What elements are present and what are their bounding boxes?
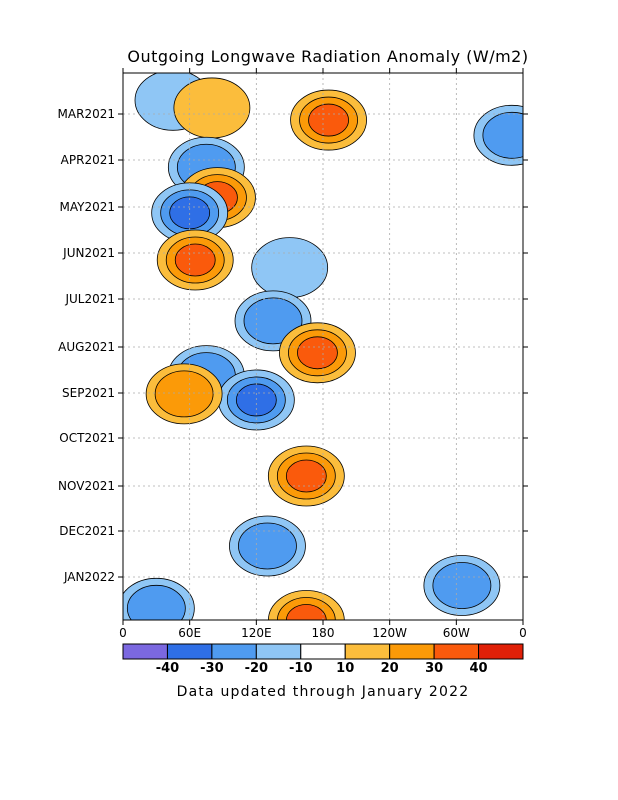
x-axis: 0 60E 120E 180 120W 60W 0 <box>119 68 527 640</box>
colorbar-swatch <box>166 643 213 660</box>
colorbar-swatch <box>300 643 346 660</box>
grid-lines <box>123 73 523 620</box>
anomaly-blob <box>123 577 195 620</box>
anomaly-blob <box>423 555 501 616</box>
colorbar-label: 20 <box>381 661 399 676</box>
anomaly-fills <box>123 73 523 620</box>
anomaly-blob <box>473 104 523 166</box>
x-tick-label: 60E <box>178 626 201 640</box>
x-tick-label: 0 <box>119 626 127 640</box>
colorbar-swatch <box>211 643 257 660</box>
y-tick-label: JUL2021 <box>64 292 115 306</box>
y-tick-label: MAR2021 <box>58 107 115 121</box>
colorbar-label: -20 <box>245 661 269 676</box>
anomaly-blob <box>151 182 229 244</box>
colorbar-swatch <box>122 643 168 660</box>
anomaly-blob <box>156 229 234 291</box>
colorbar: -40 -30 -20 -10 10 20 30 40 <box>122 643 524 676</box>
chart-title: Outgoing Longwave Radiation Anomaly (W/m… <box>127 47 529 66</box>
anomaly-blob <box>173 77 251 139</box>
colorbar-swatch <box>344 643 391 660</box>
y-tick-label: JUN2021 <box>62 246 115 260</box>
colorbar-label: 40 <box>470 661 488 676</box>
x-tick-label: 60W <box>443 626 470 640</box>
anomaly-blob <box>290 89 367 151</box>
colorbar-label: 30 <box>425 661 443 676</box>
anomaly-blob <box>145 363 223 425</box>
y-tick-label: OCT2021 <box>59 431 115 445</box>
anomaly-blob <box>229 515 306 577</box>
anomaly-blob <box>279 322 356 384</box>
anomaly-blob <box>267 445 345 507</box>
y-tick-label: MAY2021 <box>60 200 116 214</box>
colorbar-label: -40 <box>156 661 180 676</box>
colorbar-label: -30 <box>200 661 224 676</box>
y-tick-label: AUG2021 <box>58 340 115 354</box>
anomaly-blob <box>251 237 329 299</box>
colorbar-label: 10 <box>336 661 354 676</box>
x-tick-label: 120E <box>241 626 272 640</box>
y-tick-label: DEC2021 <box>59 524 115 538</box>
colorbar-swatch <box>478 643 524 660</box>
footnote: Data updated through January 2022 <box>176 684 470 700</box>
y-tick-label: APR2021 <box>61 153 115 167</box>
y-axis: MAR2021 APR2021 MAY2021 JUN2021 JUL2021 AUG20… <box>58 107 528 584</box>
colorbar-swatch <box>255 643 302 660</box>
x-tick-label: 180 <box>312 626 335 640</box>
colorbar-label: -10 <box>289 661 313 676</box>
y-tick-label: NOV2021 <box>58 479 115 493</box>
y-tick-label: JAN2022 <box>63 570 115 584</box>
x-tick-label: 0 <box>519 626 527 640</box>
anomaly-blob <box>267 590 345 620</box>
x-tick-label: 120W <box>372 626 407 640</box>
y-tick-label: SEP2021 <box>62 386 115 400</box>
colorbar-swatch <box>389 643 435 660</box>
colorbar-swatch <box>433 643 480 660</box>
